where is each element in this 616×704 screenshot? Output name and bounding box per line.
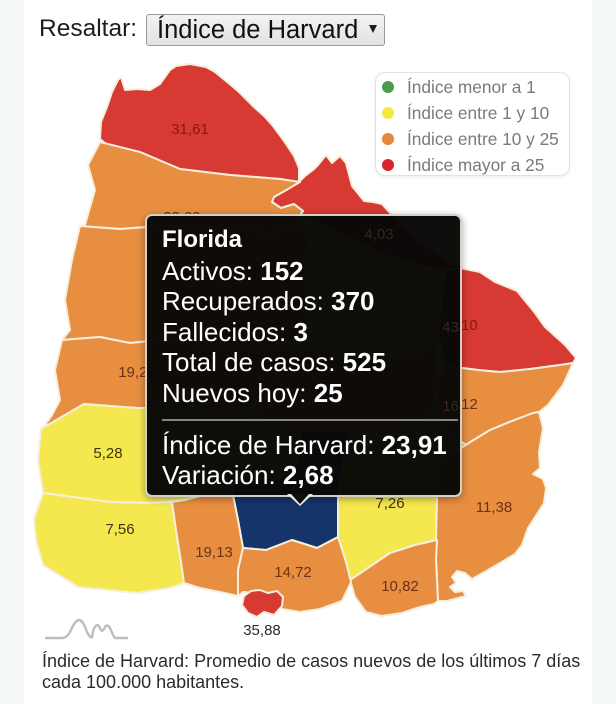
svg-text:7,56: 7,56 (105, 521, 134, 538)
svg-text:11,38: 11,38 (476, 499, 512, 516)
svg-text:31,61: 31,61 (171, 121, 209, 138)
svg-text:19,13: 19,13 (195, 544, 233, 561)
svg-text:35,88: 35,88 (243, 622, 281, 639)
svg-text:10,82: 10,82 (381, 578, 419, 595)
svg-text:7,26: 7,26 (375, 495, 404, 512)
svg-text:14,72: 14,72 (274, 564, 312, 581)
svg-text:5,28: 5,28 (93, 445, 122, 462)
